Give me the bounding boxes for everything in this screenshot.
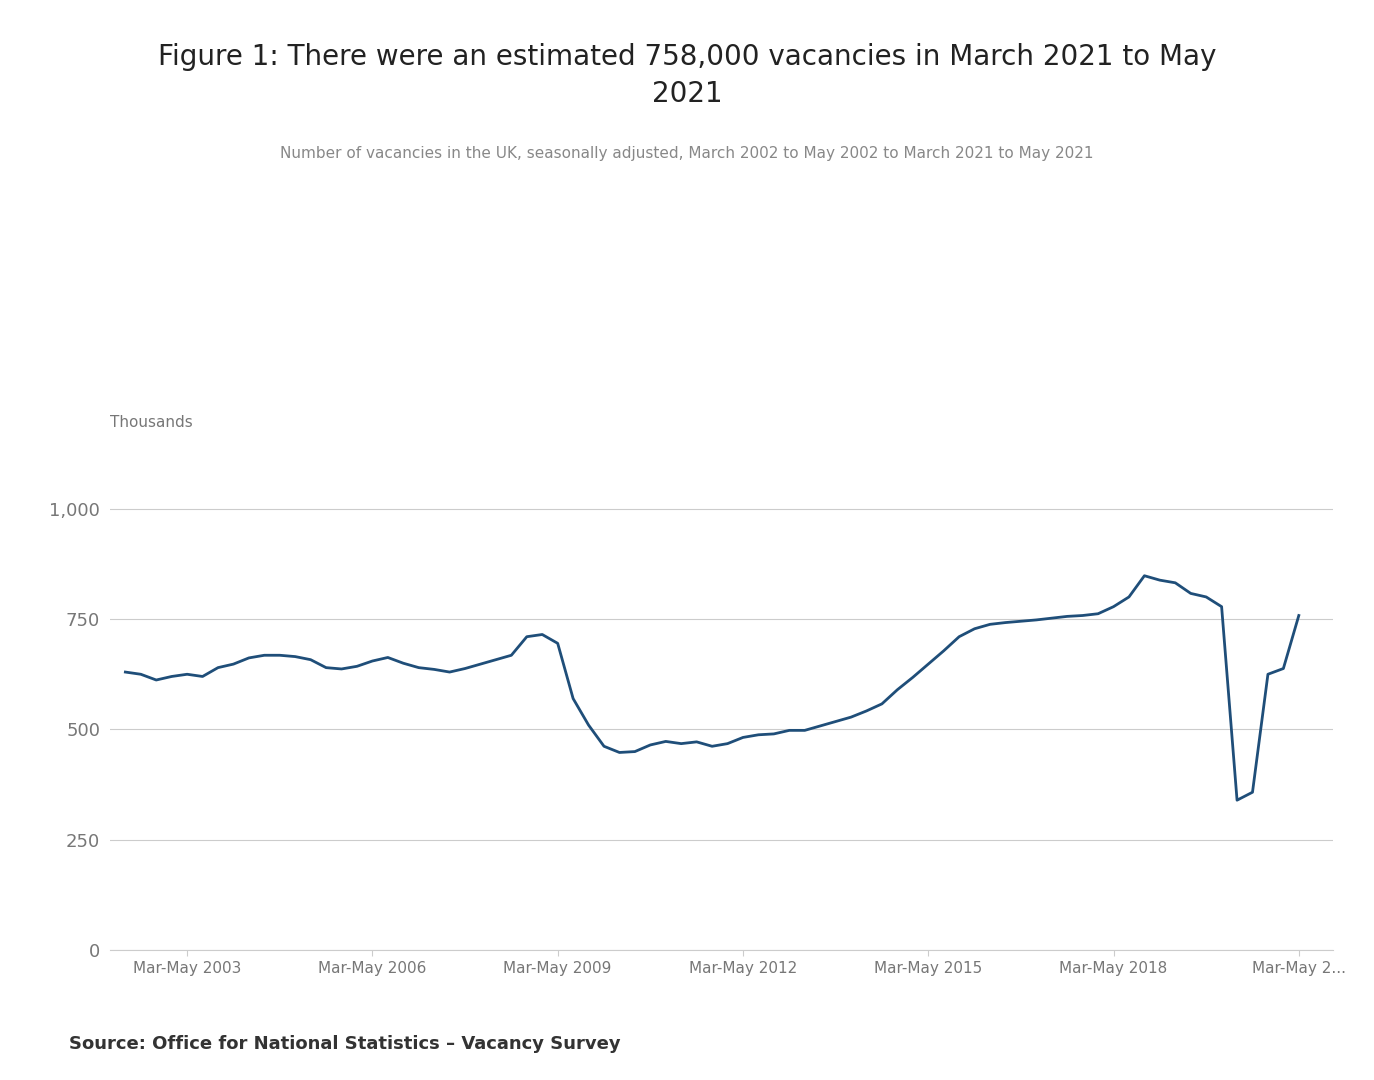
Text: Number of vacancies in the UK, seasonally adjusted, March 2002 to May 2002 to Ma: Number of vacancies in the UK, seasonall… (280, 146, 1094, 161)
Text: Figure 1: There were an estimated 758,000 vacancies in March 2021 to May
2021: Figure 1: There were an estimated 758,00… (158, 43, 1216, 108)
Text: Thousands: Thousands (110, 416, 192, 430)
Text: Source: Office for National Statistics – Vacancy Survey: Source: Office for National Statistics –… (69, 1035, 620, 1053)
